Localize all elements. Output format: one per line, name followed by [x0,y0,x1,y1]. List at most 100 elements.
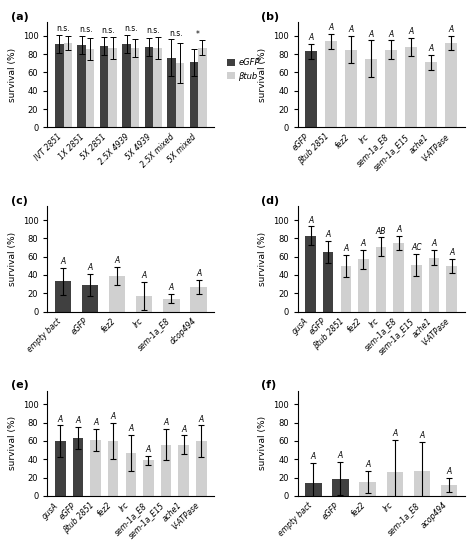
Text: A: A [326,230,331,239]
Text: (a): (a) [11,12,28,21]
Bar [55,44,64,127]
Text: A: A [93,418,98,427]
Text: (e): (e) [11,380,28,390]
Bar [428,258,439,312]
Text: A: A [308,215,313,225]
Text: n.s.: n.s. [101,26,115,35]
Text: A: A [309,33,314,42]
Y-axis label: survival (%): survival (%) [258,232,267,286]
Bar [109,48,117,127]
Bar [447,266,457,312]
Bar [414,471,430,496]
Bar [441,485,457,496]
Bar [365,58,377,127]
Text: A: A [409,27,414,36]
Bar [198,48,207,127]
Text: A: A [169,283,174,293]
Text: *: * [196,30,200,39]
Bar [345,50,357,127]
Bar [86,48,94,127]
Bar [385,50,397,127]
Bar [153,48,162,127]
Text: (f): (f) [261,380,276,390]
Text: A: A [164,418,169,427]
Text: A: A [328,23,334,32]
Text: A: A [75,417,81,425]
Text: AB: AB [376,226,386,236]
Text: A: A [396,225,401,234]
Bar [332,478,348,496]
Text: A: A [361,240,366,249]
Text: n.s.: n.s. [124,24,137,33]
Text: A: A [142,272,147,280]
Text: A: A [338,451,343,460]
Text: A: A [146,445,151,454]
Bar [55,441,65,496]
Text: A: A [181,425,186,434]
Text: A: A [128,424,134,433]
Text: (c): (c) [11,196,27,206]
Bar [340,266,351,312]
Text: A: A [431,240,437,249]
Bar [358,260,369,312]
Bar [305,51,317,127]
Bar [176,63,184,127]
Text: A: A [446,467,451,476]
Text: A: A [110,412,116,421]
Bar [82,285,98,312]
Bar [109,276,126,312]
Y-axis label: survival (%): survival (%) [8,232,17,286]
Bar [55,282,71,312]
Text: A: A [61,257,66,266]
Text: (b): (b) [261,12,279,21]
Bar [178,445,189,496]
Text: A: A [199,414,204,424]
Bar [196,441,207,496]
Text: A: A [448,25,454,34]
Bar [164,299,180,312]
Text: A: A [196,269,201,278]
Bar [122,44,131,127]
Bar [90,440,101,496]
Bar [405,47,417,127]
Bar [190,62,198,127]
Text: A: A [365,460,370,469]
Bar [126,453,136,496]
Text: AC: AC [411,243,422,252]
Bar [161,445,172,496]
Y-axis label: survival (%): survival (%) [258,416,267,471]
Text: n.s.: n.s. [146,26,160,35]
Text: A: A [115,256,120,265]
Bar [305,236,316,312]
Text: n.s.: n.s. [57,24,70,33]
Bar [323,252,334,312]
Bar [108,441,118,496]
Bar [386,472,403,496]
Bar [145,47,153,127]
Bar [425,62,437,127]
Text: A: A [311,452,316,461]
Text: n.s.: n.s. [169,29,182,37]
Text: A: A [392,429,397,438]
Bar [131,48,139,127]
Bar [393,243,404,312]
Text: A: A [449,248,454,257]
Bar [73,438,83,496]
Text: A: A [368,30,374,39]
Legend: eGFP, βtub: eGFP, βtub [227,58,260,80]
Bar [411,265,422,312]
Text: n.s.: n.s. [79,25,93,34]
Text: A: A [389,30,394,39]
Text: A: A [428,44,434,53]
Bar [100,46,109,127]
Bar [77,45,86,127]
Y-axis label: survival (%): survival (%) [8,416,17,471]
Bar [167,58,176,127]
Text: (d): (d) [261,196,279,206]
Text: A: A [58,414,63,424]
Text: A: A [343,244,348,253]
Bar [305,483,321,496]
Bar [445,43,457,127]
Bar [191,287,207,312]
Text: A: A [348,25,354,34]
